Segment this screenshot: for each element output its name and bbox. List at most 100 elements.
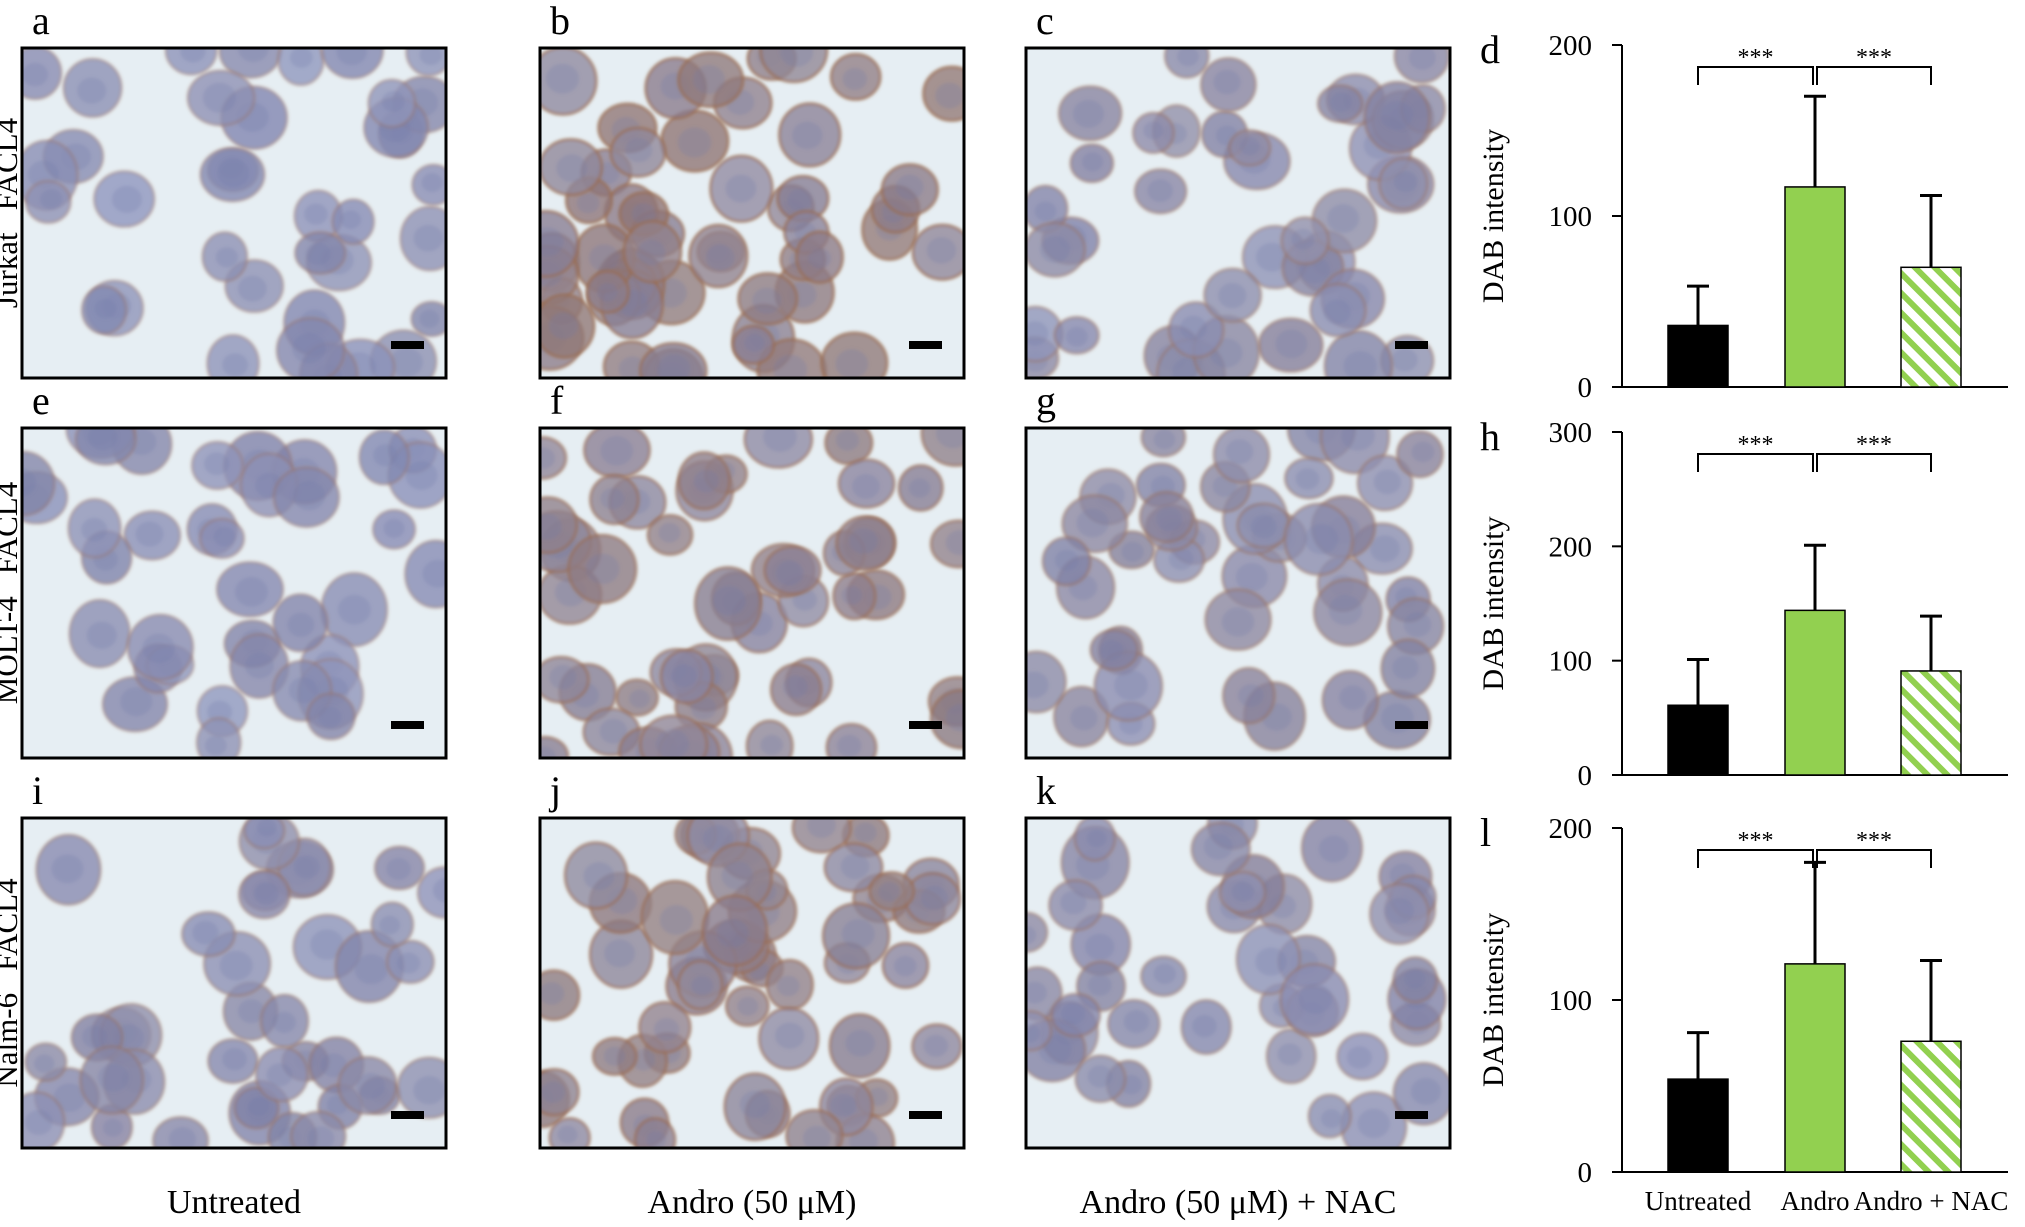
cell-nucleus	[599, 718, 628, 744]
cell-nucleus	[111, 185, 142, 213]
cell-nucleus	[39, 189, 63, 210]
micrograph-j: j	[538, 768, 966, 1150]
cell-nucleus	[693, 469, 720, 493]
bar-andro-nac	[1900, 1040, 1962, 1173]
cell-nucleus	[293, 855, 320, 879]
cell-nucleus	[671, 664, 697, 688]
cell-nucleus	[1357, 1108, 1391, 1139]
y-axis-title: DAB intensity	[1477, 913, 1510, 1087]
cell-nucleus	[549, 665, 577, 690]
cell-nucleus	[1026, 321, 1049, 346]
cell-nucleus	[1085, 933, 1115, 961]
cell-nucleus	[842, 67, 868, 91]
bar-andro-nac	[1900, 266, 1962, 388]
scale-bar	[391, 721, 424, 729]
cell-nucleus	[87, 428, 118, 451]
cell-nucleus	[1192, 1014, 1217, 1038]
cell-nucleus	[936, 428, 964, 449]
cell-nucleus	[1339, 685, 1367, 711]
panel-letter-h: h	[1480, 414, 1500, 459]
cell-nucleus	[658, 522, 681, 543]
cell-nucleus	[1373, 469, 1401, 495]
cell-nucleus	[142, 633, 176, 664]
cell-nucleus	[222, 1048, 247, 1071]
scale-bar	[909, 721, 942, 729]
row-label-cell-line: MOLT-4	[0, 596, 24, 704]
cell-nucleus	[1087, 1065, 1113, 1088]
cell-nucleus	[244, 652, 274, 679]
cell-nucleus	[1411, 441, 1435, 463]
significance-label: ***	[1856, 432, 1892, 458]
cell-nucleus	[540, 447, 556, 470]
bar-charts: d 0 100 200 DAB intensity *** *** h 0 100 200 300 DA…	[1477, 27, 2008, 1216]
cell-nucleus	[585, 553, 620, 584]
cell-nucleus	[1340, 428, 1375, 451]
micrograph-grid: a b c e f g i j k	[20, 0, 1452, 1150]
row-label-cell-line: Jurkat	[0, 232, 24, 308]
cell-nucleus	[721, 861, 754, 890]
cell-nucleus	[1061, 1002, 1086, 1025]
micrograph-frame	[1024, 816, 1452, 1150]
chart-d: d 0 100 200 DAB intensity *** ***	[1477, 27, 2008, 404]
cell-nucleus	[830, 1093, 857, 1118]
cell-nucleus	[383, 518, 405, 538]
cell-nucleus	[413, 224, 444, 252]
cell-nucleus	[266, 1063, 293, 1087]
column-label-1: Andro (50 μM)	[648, 1184, 857, 1221]
cell-nucleus	[920, 885, 949, 911]
micrograph-frame	[20, 816, 448, 1150]
cell-nucleus	[419, 48, 443, 66]
cell-nucleus	[1323, 299, 1351, 325]
cell-nucleus	[22, 62, 49, 87]
significance-bracket	[1697, 849, 1814, 868]
cell-nucleus	[854, 822, 877, 843]
cell-cluster	[540, 818, 963, 1148]
cell-nucleus	[292, 333, 326, 364]
cell-nucleus	[841, 585, 863, 605]
cell-nucleus	[33, 1054, 55, 1073]
cell-cluster	[1026, 428, 1445, 752]
cell-nucleus	[1099, 639, 1124, 661]
cell-nucleus	[923, 1034, 949, 1057]
scale-bar	[909, 341, 942, 349]
cell-nucleus	[1086, 829, 1107, 848]
significance-label: ***	[1738, 432, 1774, 458]
cell-nucleus	[763, 428, 797, 452]
y-tick-label: 100	[1549, 985, 1593, 1017]
panel-letter-a: a	[32, 0, 50, 43]
cell-nucleus	[557, 1125, 578, 1144]
cell-cluster	[540, 428, 964, 758]
micrograph-frame	[20, 46, 448, 380]
cell-nucleus	[94, 298, 117, 319]
cell-nucleus	[808, 248, 832, 269]
cell-nucleus	[396, 952, 421, 974]
cell-nucleus	[752, 287, 782, 314]
cell-nucleus	[204, 452, 230, 476]
chart-l: l 0 100 200 DAB intensity *** *** Untreated Andr…	[1477, 810, 2008, 1216]
y-tick-label: 200	[1549, 531, 1593, 563]
cell-nucleus	[908, 478, 931, 498]
cell-nucleus	[1330, 92, 1353, 113]
cell-nucleus	[690, 696, 717, 720]
cell-nucleus	[702, 824, 734, 853]
cell-nucleus	[725, 174, 757, 203]
cell-nucleus	[659, 905, 693, 935]
cell-nucleus	[336, 48, 367, 66]
micrograph-frame	[1024, 426, 1452, 760]
cell-nucleus	[588, 244, 620, 272]
cell-nucleus	[845, 1029, 876, 1057]
cell-nucleus	[120, 687, 153, 717]
column-label-0: Untreated	[167, 1184, 301, 1221]
significance-bracket	[1816, 453, 1932, 472]
row-label-marker: FACL4	[0, 481, 24, 574]
cell-nucleus	[1143, 121, 1164, 140]
cell-nucleus	[1153, 963, 1176, 984]
cell-nucleus	[1123, 1010, 1150, 1034]
cell-nucleus	[1328, 594, 1363, 626]
cell-nucleus	[712, 585, 746, 616]
panel-letter-c: c	[1036, 0, 1054, 43]
y-tick-label: 0	[1578, 372, 1593, 404]
cell-nucleus	[776, 975, 800, 997]
cell-nucleus	[247, 1096, 270, 1117]
